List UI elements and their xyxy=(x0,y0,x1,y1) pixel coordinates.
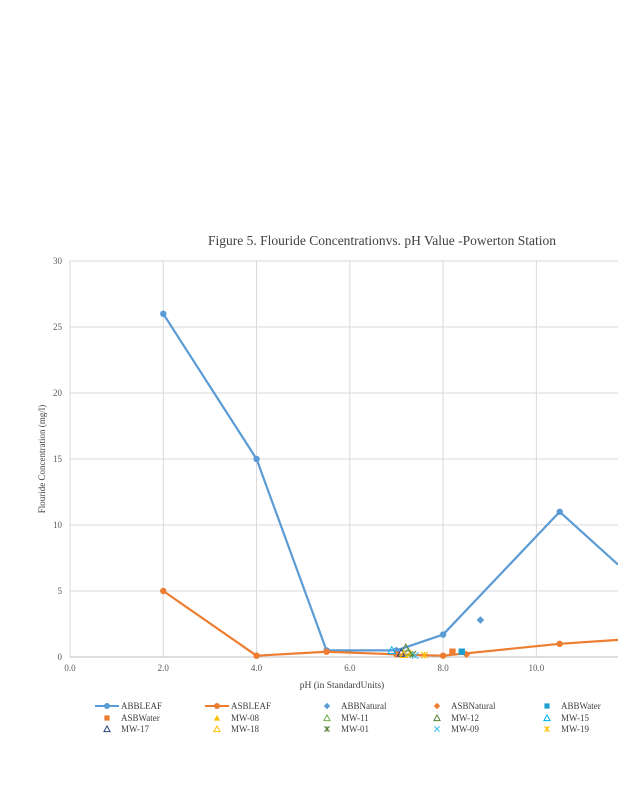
x-axis-label: pH (in StandardUnits) xyxy=(300,680,384,691)
legend-item: ABBNatural xyxy=(323,701,387,711)
legend-label: ABBLEAF xyxy=(121,701,162,711)
plot-area xyxy=(160,310,618,660)
legend-label: ASBLEAF xyxy=(231,701,271,711)
data-point-asbwater xyxy=(449,648,456,655)
data-point-abbleaf xyxy=(160,310,167,317)
legend-label: MW-18 xyxy=(231,724,259,734)
legend-label: MW-01 xyxy=(341,724,369,734)
data-point-mw-17 xyxy=(396,648,406,657)
data-point-abbleaf xyxy=(556,508,563,515)
y-tick-label: 25 xyxy=(53,322,63,332)
data-point-asbleaf xyxy=(439,652,447,659)
x-tick-label: 6.0 xyxy=(344,663,356,673)
legend-marker xyxy=(214,703,220,709)
legend-label: ASBWater xyxy=(121,713,160,723)
x-tick-label: 2.0 xyxy=(158,663,170,673)
legend-marker xyxy=(104,715,110,721)
legend-marker xyxy=(103,724,111,733)
y-tick-label: 15 xyxy=(53,454,63,464)
legend-item: MW-17 xyxy=(103,724,149,734)
y-tick-label: 0 xyxy=(58,652,63,662)
series-line-abbleaf xyxy=(162,313,618,652)
data-point-asbleaf xyxy=(323,648,330,655)
data-point-mw-19 xyxy=(420,651,429,659)
data-point-mw-09 xyxy=(411,652,419,660)
legend-item: MW-01 xyxy=(324,724,369,734)
legend-item: ABBWater xyxy=(544,701,601,711)
legend-label: MW-09 xyxy=(451,724,479,734)
legend: ABBLEAF ASBLEAF ABBNatural ASBNatural ABBWat… xyxy=(95,701,601,734)
legend-marker xyxy=(433,725,441,733)
y-tick-label: 5 xyxy=(58,586,63,596)
legend-item: ABBLEAF xyxy=(95,701,162,711)
chart-title: Figure 5. Flouride Concentrationvs. pH V… xyxy=(208,233,556,248)
legend-item: MW-09 xyxy=(433,724,479,734)
x-tick-label: 10.0 xyxy=(529,663,545,673)
legend-label: ABBWater xyxy=(561,701,601,711)
x-tick-label: 8.0 xyxy=(437,663,449,673)
legend-item: ASBWater xyxy=(104,713,160,723)
x-axis-ticks: 0.0 2.0 4.0 6.0 8.0 10.0 xyxy=(64,663,544,673)
legend-label: ABBNatural xyxy=(341,701,387,711)
y-axis-ticks: 0 5 10 15 20 25 30 xyxy=(53,256,63,662)
legend-item: MW-12 xyxy=(433,713,479,723)
legend-marker xyxy=(104,703,110,709)
legend-label: MW-19 xyxy=(561,724,589,734)
data-point-asbleaf xyxy=(556,640,563,647)
x-tick-label: 4.0 xyxy=(251,663,263,673)
gridlines xyxy=(70,260,618,657)
series-line-asbleaf xyxy=(162,590,618,657)
data-point-abbleaf xyxy=(439,631,447,638)
legend-marker xyxy=(213,724,221,733)
data-point-abbwater xyxy=(458,648,465,655)
legend-item: MW-18 xyxy=(213,724,259,734)
legend-marker xyxy=(324,726,330,732)
data-point-asbleaf xyxy=(160,587,167,595)
legend-marker xyxy=(213,714,221,721)
data-point-mw-18 xyxy=(398,649,408,659)
y-tick-label: 10 xyxy=(53,520,63,530)
legend-label: MW-08 xyxy=(231,713,259,723)
data-point-asbleaf xyxy=(253,652,260,659)
data-point-abbleaf xyxy=(253,455,260,463)
legend-marker xyxy=(544,703,550,709)
legend-marker xyxy=(323,702,331,710)
legend-item: MW-08 xyxy=(213,713,259,723)
legend-item: ASBNatural xyxy=(433,701,496,711)
y-tick-label: 30 xyxy=(53,256,63,266)
legend-item: ASBLEAF xyxy=(205,701,271,711)
legend-marker xyxy=(433,713,441,722)
legend-label: MW-17 xyxy=(121,724,149,734)
legend-label: MW-11 xyxy=(341,713,369,723)
legend-item: MW-11 xyxy=(323,713,369,723)
data-point-mw-15 xyxy=(387,645,397,655)
legend-marker xyxy=(433,702,441,710)
legend-label: ASBNatural xyxy=(451,701,496,711)
x-tick-label: 0.0 xyxy=(64,663,76,673)
legend-label: MW-15 xyxy=(561,713,589,723)
legend-marker xyxy=(544,726,550,732)
y-axis-label: Flouride Concentration (mg/l) xyxy=(37,405,47,513)
legend-marker xyxy=(543,713,551,722)
y-tick-label: 20 xyxy=(53,388,63,398)
axes xyxy=(69,261,618,658)
legend-item: MW-19 xyxy=(544,724,589,734)
legend-marker xyxy=(323,713,331,722)
data-point-asbnatural xyxy=(462,650,471,659)
legend-label: MW-12 xyxy=(451,713,479,723)
data-point-mw-12 xyxy=(401,643,411,652)
legend-item: MW-15 xyxy=(543,713,589,723)
data-point-abbnatural xyxy=(476,616,485,624)
